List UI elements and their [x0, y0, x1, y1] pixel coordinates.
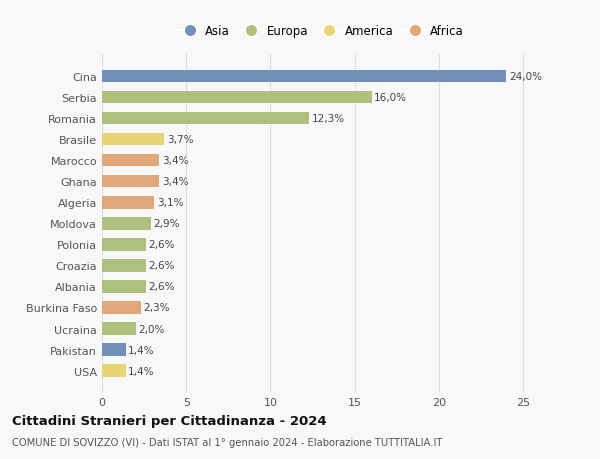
- Text: Cittadini Stranieri per Cittadinanza - 2024: Cittadini Stranieri per Cittadinanza - 2…: [12, 414, 326, 428]
- Bar: [102, 280, 146, 293]
- Bar: [102, 343, 125, 356]
- Bar: [102, 196, 154, 209]
- Bar: [102, 302, 141, 314]
- Text: 3,4%: 3,4%: [162, 156, 188, 166]
- Text: 3,4%: 3,4%: [162, 177, 188, 187]
- Text: 16,0%: 16,0%: [374, 93, 407, 103]
- Bar: [102, 134, 164, 146]
- Bar: [102, 259, 146, 272]
- Bar: [102, 364, 125, 377]
- Bar: [102, 112, 309, 125]
- Text: 2,0%: 2,0%: [138, 324, 164, 334]
- Text: 3,7%: 3,7%: [167, 135, 193, 145]
- Text: 2,6%: 2,6%: [148, 240, 175, 250]
- Bar: [102, 175, 159, 188]
- Bar: [102, 323, 136, 335]
- Bar: [102, 91, 371, 104]
- Text: 2,9%: 2,9%: [154, 219, 180, 229]
- Legend: Asia, Europa, America, Africa: Asia, Europa, America, Africa: [173, 21, 469, 43]
- Bar: [102, 239, 146, 251]
- Bar: [102, 218, 151, 230]
- Text: 1,4%: 1,4%: [128, 345, 155, 355]
- Text: 1,4%: 1,4%: [128, 366, 155, 376]
- Text: 3,1%: 3,1%: [157, 198, 183, 208]
- Bar: [102, 70, 506, 83]
- Text: 2,6%: 2,6%: [148, 282, 175, 292]
- Text: 12,3%: 12,3%: [312, 114, 345, 124]
- Text: COMUNE DI SOVIZZO (VI) - Dati ISTAT al 1° gennaio 2024 - Elaborazione TUTTITALIA: COMUNE DI SOVIZZO (VI) - Dati ISTAT al 1…: [12, 437, 442, 447]
- Text: 24,0%: 24,0%: [509, 72, 542, 82]
- Bar: [102, 154, 159, 167]
- Text: 2,6%: 2,6%: [148, 261, 175, 271]
- Text: 2,3%: 2,3%: [143, 303, 170, 313]
